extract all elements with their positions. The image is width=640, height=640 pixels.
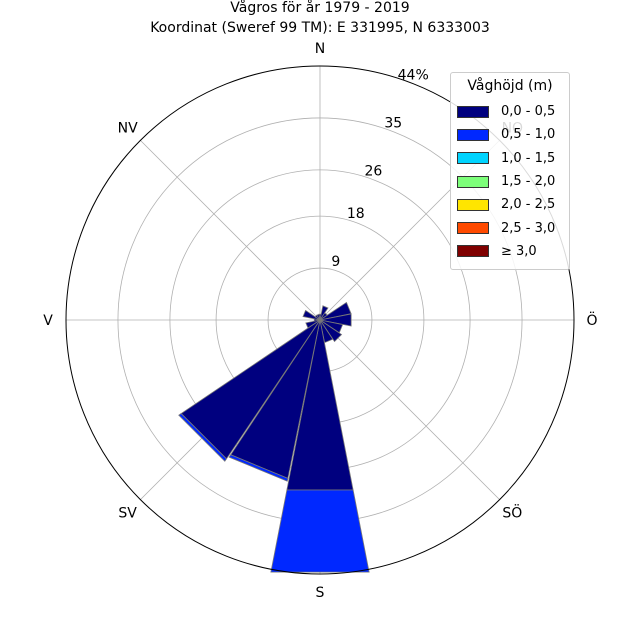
- legend-swatch: [457, 222, 489, 235]
- legend-entry: ≥ 3,0: [451, 240, 569, 263]
- legend-label: ≥ 3,0: [501, 243, 537, 259]
- legend-title: Våghöjd (m): [467, 78, 553, 94]
- legend-entry: 0,0 - 0,5: [451, 100, 569, 123]
- legend-entry: 1,5 - 2,0: [451, 170, 569, 193]
- chart-subtitle: Koordinat (Sweref 99 TM): E 331995, N 63…: [150, 20, 490, 36]
- legend-label: 1,5 - 2,0: [501, 174, 556, 190]
- legend-entry: 2,5 - 3,0: [451, 216, 569, 239]
- chart-title: Vågros för år 1979 - 2019: [230, 0, 410, 16]
- rose-bar-11-0: [305, 319, 321, 329]
- legend-label: 0,5 - 1,0: [501, 127, 556, 143]
- radial-tick-label: 26: [365, 163, 383, 179]
- rose-bar-15-0: [316, 313, 321, 321]
- legend-swatch: [457, 105, 489, 118]
- direction-label-NV: NV: [118, 121, 138, 137]
- legend-swatch: [457, 198, 489, 211]
- grid-spoke: [319, 319, 500, 500]
- rose-bar-8-1: [270, 489, 370, 573]
- grid-spoke: [140, 140, 321, 321]
- direction-label-SÖ: SÖ: [502, 503, 522, 521]
- legend-label: 2,5 - 3,0: [501, 220, 556, 236]
- direction-label-SV: SV: [118, 505, 137, 521]
- legend-swatch: [457, 245, 489, 258]
- direction-label-V: V: [43, 313, 53, 329]
- legend: Våghöjd (m) 0,0 - 0,5 0,5 - 1,0 1,0 - 1,5 1…: [450, 72, 570, 270]
- legend-swatch: [457, 152, 489, 165]
- direction-label-N: N: [315, 41, 325, 57]
- rose-bar-9-1: [228, 454, 289, 482]
- radial-tick-label: 9: [331, 254, 340, 270]
- radial-tick-label: 35: [384, 115, 402, 131]
- legend-entry: 0,5 - 1,0: [451, 123, 569, 146]
- legend-label: 1,0 - 1,5: [501, 150, 556, 166]
- radial-tick-label: 18: [347, 206, 365, 222]
- legend-entry: 1,0 - 1,5: [451, 147, 569, 170]
- legend-swatch: [457, 128, 489, 141]
- legend-label: 2,0 - 2,5: [501, 197, 556, 213]
- polar-frame: [65, 65, 575, 575]
- legend-label: 0,0 - 0,5: [501, 104, 556, 120]
- legend-entry: 2,0 - 2,5: [451, 193, 569, 216]
- rose-bar-10-1: [178, 413, 227, 462]
- direction-label-Ö: Ö: [586, 311, 597, 329]
- legend-swatch: [457, 175, 489, 188]
- direction-label-S: S: [316, 585, 325, 601]
- radial-tick-label: 44%: [398, 67, 429, 83]
